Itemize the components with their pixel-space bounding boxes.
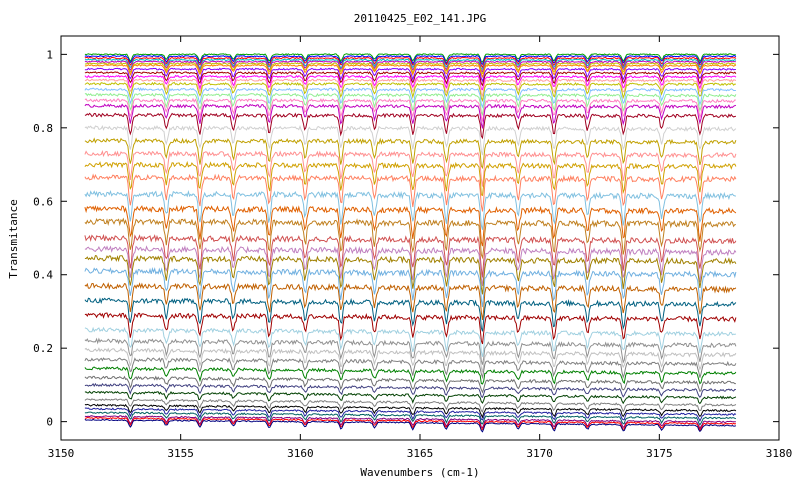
series-line bbox=[84, 337, 737, 365]
series-line bbox=[84, 416, 737, 432]
series-line bbox=[84, 150, 737, 187]
x-tick-label: 3150 bbox=[48, 447, 75, 460]
x-tick-label: 3155 bbox=[167, 447, 194, 460]
series-line bbox=[84, 67, 736, 83]
chart-title: 20110425_E02_141.JPG bbox=[354, 12, 486, 25]
series-line bbox=[84, 382, 736, 399]
series-line bbox=[84, 326, 737, 357]
series-line bbox=[84, 137, 737, 170]
series-line bbox=[84, 267, 737, 308]
series-line bbox=[84, 124, 737, 156]
series-line bbox=[84, 54, 737, 66]
series-line bbox=[84, 60, 736, 73]
series-line bbox=[84, 78, 737, 98]
y-axis-label: Transmitance bbox=[7, 199, 20, 278]
series-line bbox=[84, 245, 737, 286]
series-line bbox=[84, 56, 737, 69]
x-tick-label: 3175 bbox=[646, 447, 673, 460]
y-tick-label: 0.2 bbox=[33, 342, 53, 355]
series-line bbox=[84, 411, 737, 426]
series-group bbox=[84, 53, 737, 433]
series-line bbox=[84, 407, 737, 423]
series-line bbox=[84, 375, 736, 394]
series-line bbox=[84, 297, 737, 332]
series-line bbox=[84, 74, 737, 91]
series-line bbox=[84, 71, 737, 87]
series-line bbox=[84, 312, 737, 345]
y-tick-label: 1 bbox=[46, 48, 53, 61]
series-line bbox=[84, 347, 737, 373]
series-line bbox=[84, 58, 737, 71]
series-line bbox=[84, 173, 737, 212]
series-line bbox=[84, 112, 736, 140]
series-line bbox=[84, 204, 737, 247]
series-line bbox=[84, 189, 736, 230]
series-line bbox=[84, 53, 736, 63]
x-tick-label: 3165 bbox=[407, 447, 434, 460]
series-line bbox=[84, 81, 736, 103]
series-line bbox=[84, 418, 737, 433]
series-line bbox=[84, 357, 737, 380]
series-line bbox=[84, 160, 737, 197]
y-axis: 0 0.2 0.4 0.6 0.8 1 bbox=[33, 48, 779, 429]
series-line bbox=[84, 217, 736, 260]
series-line bbox=[84, 403, 737, 419]
series-line bbox=[84, 415, 736, 430]
y-tick-label: 0.6 bbox=[33, 195, 53, 208]
x-axis: 3150 3155 3160 3165 3170 3175 3180 bbox=[48, 36, 793, 460]
series-line bbox=[84, 255, 737, 295]
series-line bbox=[84, 398, 737, 413]
y-tick-label: 0 bbox=[46, 416, 53, 429]
series-line bbox=[84, 87, 736, 109]
x-tick-label: 3170 bbox=[526, 447, 553, 460]
y-tick-label: 0.8 bbox=[33, 122, 53, 135]
series-line bbox=[84, 92, 737, 117]
series-line bbox=[84, 390, 737, 405]
x-axis-label: Wavenumbers (cm-1) bbox=[360, 466, 479, 479]
series-line bbox=[84, 62, 737, 75]
x-tick-label: 3180 bbox=[766, 447, 793, 460]
x-tick-label: 3160 bbox=[287, 447, 314, 460]
series-line bbox=[84, 366, 737, 385]
series-line bbox=[84, 97, 737, 122]
series-line bbox=[84, 103, 736, 129]
series-line bbox=[84, 233, 737, 278]
y-tick-label: 0.4 bbox=[33, 269, 53, 282]
series-line bbox=[84, 64, 737, 79]
series-line bbox=[84, 282, 737, 320]
